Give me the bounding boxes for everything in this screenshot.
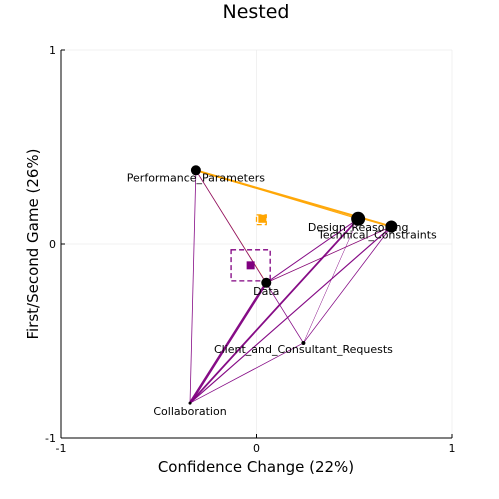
node-point-0: [190, 165, 201, 176]
x-tick-label: -1: [56, 442, 67, 455]
axis-ticks: -1-1 0 0 1 1: [45, 44, 455, 455]
nodes: [188, 165, 398, 405]
y-tick-label: 1: [49, 44, 56, 57]
node-label-2: Technical_Constraints: [317, 229, 437, 242]
edge-10: [265, 218, 359, 284]
edge-5: [189, 169, 197, 404]
y-tick-label: 0: [49, 238, 56, 251]
edge-1: [195, 169, 359, 220]
edge-6: [188, 281, 268, 405]
y-tick-label: -1: [45, 432, 56, 445]
centroid-orange: [258, 214, 267, 223]
centroids: [246, 214, 267, 270]
node-point-1: [351, 211, 366, 226]
edge-11: [265, 226, 392, 284]
y-axis-label: First/Second Game (26%): [24, 148, 42, 339]
edge-4: [195, 169, 304, 344]
x-tick-label: 1: [449, 442, 456, 455]
node-point-2: [385, 220, 398, 233]
x-axis-label: Confidence Change (22%): [158, 458, 354, 476]
node-labels: Performance_Parameters Design_ReasoningTe…: [127, 171, 437, 418]
node-label-1: Design_Reasoning: [308, 221, 409, 234]
x-tick-label: 0: [253, 442, 260, 455]
edge-9: [189, 342, 304, 404]
chart-title: Nested: [222, 1, 289, 23]
centroid-purple: [246, 261, 255, 270]
node-point-3: [261, 277, 272, 288]
edge-8: [189, 225, 392, 404]
edge-12: [303, 218, 359, 344]
node-label-3: Data: [253, 285, 279, 298]
confidence-box-purple: [230, 249, 271, 282]
node-label-5: Collaboration: [153, 405, 226, 418]
edge-13: [303, 226, 392, 344]
node-label-4: Client_and_Consultant_Requests: [214, 343, 393, 356]
node-label-0: Performance_Parameters: [127, 171, 265, 184]
edges: [188, 169, 393, 405]
edge-7: [189, 217, 360, 404]
node-point-5: [188, 401, 192, 405]
grid: [60, 49, 453, 439]
node-point-4: [301, 340, 306, 345]
confidence-boxes: [230, 214, 271, 282]
